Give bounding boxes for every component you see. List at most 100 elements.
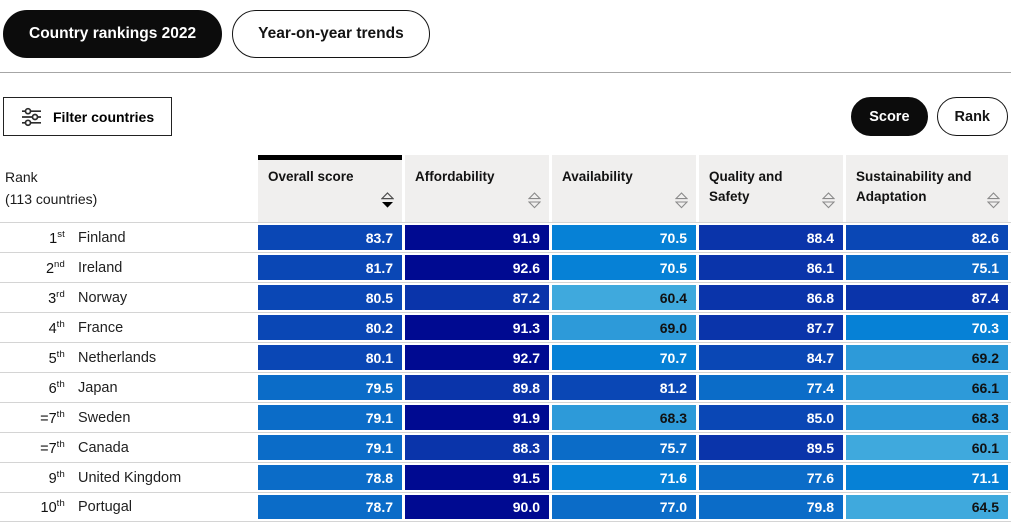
rank-ordinal-suffix: st [57,228,65,240]
column-header-sustainability-and-adaptation[interactable]: Sustainability and Adaptation [846,155,1008,222]
score-cell: 77.6 [699,465,843,490]
country-name: Finland [78,229,126,246]
score-cell: 66.1 [846,375,1008,400]
table-row: =7th Canada 79.1 88.3 75.7 89.5 60.1 [0,432,1011,462]
score-cell: 87.4 [846,285,1008,310]
rank-header-line1: Rank [5,168,38,185]
column-header-affordability[interactable]: Affordability [405,155,549,222]
rank-ordinal-suffix: th [56,318,65,330]
rank-ordinal-suffix: nd [54,258,65,270]
column-header-label: Quality and Safety [709,169,783,204]
rank-ordinal-suffix: th [56,408,65,420]
table-row: 6th Japan 79.5 89.8 81.2 77.4 66.1 [0,372,1011,402]
score-cell: 79.8 [699,495,843,519]
score-cell: 92.7 [405,345,549,370]
column-header-quality-and-safety[interactable]: Quality and Safety [699,155,843,222]
rank-label: 9th [48,468,65,487]
score-cell: 91.5 [405,465,549,490]
score-cell: 70.7 [552,345,696,370]
country-name: Norway [78,289,128,306]
table-row: 4th France 80.2 91.3 69.0 87.7 70.3 [0,312,1011,342]
column-header-label: Overall score [268,169,354,184]
filter-countries-button[interactable]: Filter countries [3,97,173,136]
sort-toggle-icon[interactable] [527,192,542,215]
score-cell: 88.3 [405,435,549,460]
score-cell: 78.7 [258,495,402,519]
score-cell: 79.5 [258,375,402,400]
score-cell: 79.1 [258,405,402,430]
rank-country-cell: 3rd Norway [0,283,255,312]
sort-descending-icon[interactable] [380,192,395,215]
country-name: Portugal [78,499,133,515]
column-header-label: Affordability [415,169,495,184]
score-cell: 92.6 [405,255,549,280]
rank-label: 10th [40,498,65,516]
sort-toggle-icon[interactable] [821,192,836,215]
country-name: Sweden [78,409,131,426]
score-cell: 70.5 [552,225,696,250]
rank-label: 5th [48,348,65,367]
score-cell: 77.0 [552,495,696,519]
rank-ordinal-suffix: th [56,498,65,509]
filter-sliders-icon [21,107,42,127]
rank-country-cell: 9th United Kingdom [0,463,255,492]
rank-country-cell: 1st Finland [0,223,255,252]
rank-ordinal-suffix: th [56,348,65,360]
score-cell: 85.0 [699,405,843,430]
score-cell: 90.0 [405,495,549,519]
score-cell: 80.2 [258,315,402,340]
rankings-table-body: 1st Finland 83.7 91.9 70.5 88.4 82.6 2nd Ire… [0,222,1011,522]
table-row: =7th Sweden 79.1 91.9 68.3 85.0 68.3 [0,402,1011,432]
score-cell: 69.0 [552,315,696,340]
score-cell: 79.1 [258,435,402,460]
score-cell: 89.5 [699,435,843,460]
rank-country-cell: =7th Canada [0,433,255,462]
table-row: 1st Finland 83.7 91.9 70.5 88.4 82.6 [0,222,1011,252]
rank-country-cell: =7th Sweden [0,403,255,432]
score-cell: 87.2 [405,285,549,310]
section-divider [0,72,1011,73]
rank-ordinal-suffix: th [56,378,65,390]
table-row: 10th Portugal 78.7 90.0 77.0 79.8 64.5 [0,492,1011,522]
rank-country-cell: 6th Japan [0,373,255,402]
score-cell: 70.5 [552,255,696,280]
toolbar: Filter countries Score Rank [0,97,1011,136]
score-cell: 91.3 [405,315,549,340]
score-cell: 81.2 [552,375,696,400]
score-cell: 80.5 [258,285,402,310]
score-cell: 78.8 [258,465,402,490]
rank-label: =7th [40,408,65,427]
rank-ordinal-suffix: rd [56,288,65,300]
table-header: Rank (113 countries) Overall score Affor… [0,155,1011,222]
score-cell: 80.1 [258,345,402,370]
score-cell: 83.7 [258,225,402,250]
column-header-label: Availability [562,169,633,184]
score-cell: 75.1 [846,255,1008,280]
rank-header-line2: (113 countries) [5,190,98,207]
score-cell: 60.4 [552,285,696,310]
sort-toggle-icon[interactable] [986,192,1001,215]
score-cell: 86.1 [699,255,843,280]
rank-country-cell: 5th Netherlands [0,343,255,372]
score-toggle-button[interactable]: Score [851,97,928,136]
rank-ordinal-suffix: th [56,438,65,450]
sort-toggle-icon[interactable] [674,192,689,215]
country-name: France [78,319,124,336]
rank-ordinal-suffix: th [56,468,65,480]
tab-country-rankings-2022[interactable]: Country rankings 2022 [3,10,223,58]
rank-label: 6th [48,378,65,397]
column-header-availability[interactable]: Availability [552,155,696,222]
column-header-overall-score[interactable]: Overall score [258,155,402,222]
score-cell: 60.1 [846,435,1008,460]
score-cell: 64.5 [846,495,1008,519]
rank-label: 3rd [48,288,65,307]
score-cell: 75.7 [552,435,696,460]
score-cell: 71.1 [846,465,1008,490]
rank-toggle-button[interactable]: Rank [936,97,1008,136]
score-rank-toggle: Score Rank [851,97,1008,136]
rank-label: 2nd [45,258,65,277]
country-name: United Kingdom [78,469,182,486]
rank-country-cell: 10th Portugal [0,493,255,521]
tab-year-on-year-trends[interactable]: Year-on-year trends [232,10,430,58]
